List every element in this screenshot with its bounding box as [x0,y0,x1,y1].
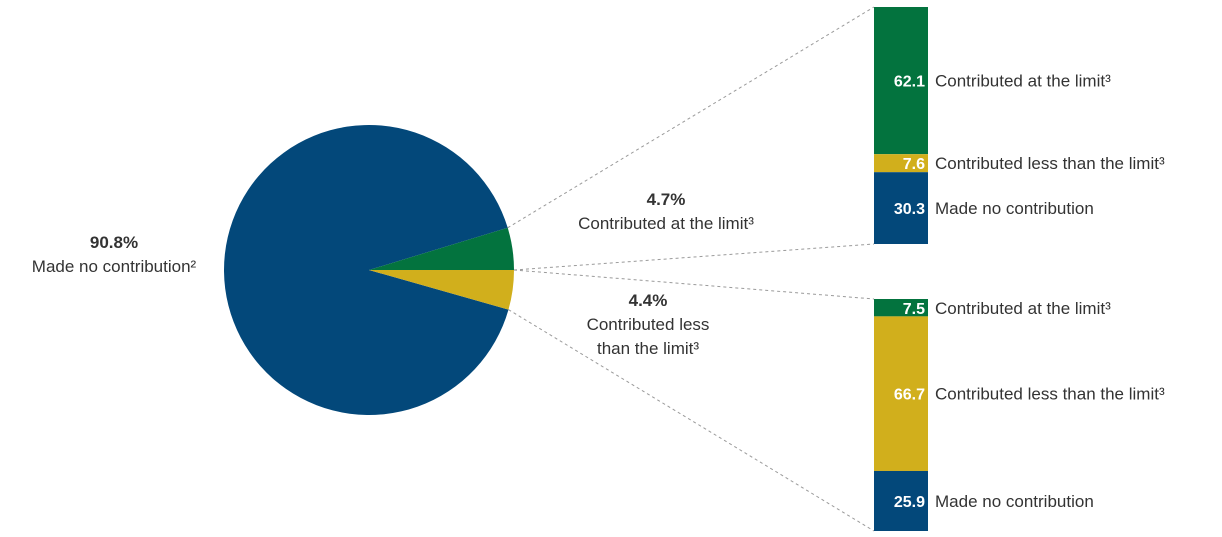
leader-lines [507,6,875,532]
bar1-segment-62-1 [874,7,928,155]
bar2-value-label: 66.7 [894,387,925,404]
pie-label-desc-less-than-limit-line2: than the limit³ [597,339,699,358]
pie-slice-4-7 [369,227,514,270]
bar2-segment-description: Contributed less than the limit³ [935,385,1165,404]
pie-label-value-at-limit: 4.7% [647,190,686,209]
bar2-segment-description: Contributed at the limit³ [935,299,1111,318]
pie-label-desc-less-than-limit-line1: Contributed less [587,315,710,334]
bar2-segment-description: Made no contribution [935,492,1094,511]
leader-line [513,243,875,271]
pie-label-value-less-than-limit: 4.4% [629,291,668,310]
bar1-segment-description: Contributed at the limit³ [935,72,1111,91]
bar2-segment-7-5 [874,299,928,317]
bar1-segment-30-3 [874,172,928,244]
leader-line [508,309,875,532]
pie-label-desc-at-limit: Contributed at the limit³ [578,214,754,233]
leader-line [507,6,875,229]
bar2-segment-25-9 [874,470,928,531]
bar1-segment-7-6 [874,154,928,173]
bar1-value-label: 7.6 [903,156,925,173]
bar2-value-label: 7.5 [903,301,925,318]
leader-line [513,269,875,300]
bar1-segment-description: Made no contribution [935,199,1094,218]
bar2-value-label: 25.9 [894,494,925,511]
breakdown-bars: 62.1 Contributed at the limit³ 7.6 Contribu… [874,7,1165,531]
pie-slice-90-8 [223,124,509,415]
pie-label-desc-no-contribution: Made no contribution² [32,257,197,276]
pie-slice-4-4 [369,270,514,310]
bar1-segment-description: Contributed less than the limit³ [935,154,1165,173]
bar1-value-label: 62.1 [894,74,925,91]
pie-label-value-no-contribution: 90.8% [90,233,138,252]
bar2-segment-66-7 [874,316,928,471]
pie-labels: 90.8% Made no contribution² 4.7% Contrib… [32,190,754,358]
bar1-value-label: 30.3 [894,201,925,218]
pie-chart [223,124,514,415]
